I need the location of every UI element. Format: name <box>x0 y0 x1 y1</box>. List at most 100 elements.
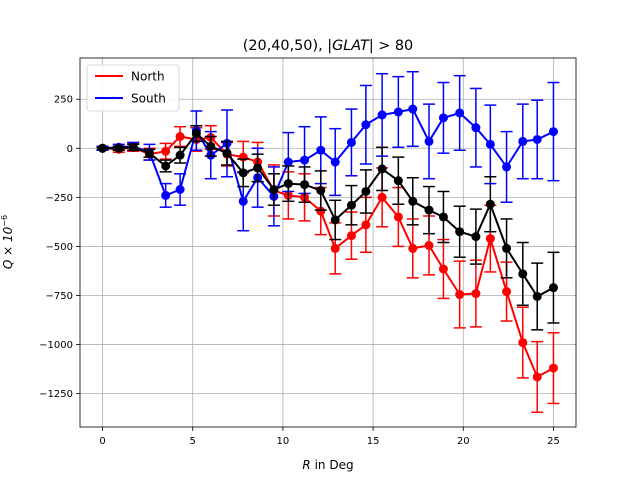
data-point <box>455 108 465 118</box>
data-point <box>175 150 185 160</box>
data-point <box>330 215 340 225</box>
y-tick-label: −250 <box>46 193 73 204</box>
data-point <box>316 145 326 155</box>
x-axis-label: R in Deg <box>302 458 353 472</box>
data-point <box>377 164 387 174</box>
y-tick-label: −1000 <box>39 340 73 351</box>
data-point <box>114 143 124 153</box>
data-point <box>175 132 185 142</box>
data-point <box>548 363 558 373</box>
data-point <box>502 287 512 297</box>
data-point <box>346 137 356 147</box>
data-point <box>238 196 248 206</box>
x-tick-label: 20 <box>457 436 470 447</box>
data-point <box>161 146 171 156</box>
data-point <box>253 163 263 173</box>
data-point <box>283 157 293 167</box>
data-point <box>471 123 481 133</box>
legend-entry-label: South <box>131 92 166 106</box>
series-combined <box>96 124 560 331</box>
data-point <box>238 168 248 178</box>
data-point <box>393 107 403 117</box>
y-tick-label: −750 <box>46 291 73 302</box>
y-axis-label-math: Q × 10 <box>1 226 15 269</box>
data-point <box>502 162 512 172</box>
y-tick-label: 250 <box>54 95 73 106</box>
data-point <box>485 199 495 209</box>
data-point <box>393 176 403 186</box>
data-point <box>175 185 185 195</box>
x-tick-label: 5 <box>190 436 196 447</box>
chart-title-suffix: > 80 <box>374 38 414 54</box>
data-point <box>316 185 326 195</box>
x-axis-label-text: in Deg <box>311 458 354 472</box>
data-point <box>424 136 434 146</box>
legend-entry-label: North <box>131 70 165 84</box>
data-point <box>346 231 356 241</box>
data-point <box>361 220 371 230</box>
legend: North South <box>86 64 180 112</box>
x-axis-label-math: R <box>302 458 310 472</box>
data-point <box>300 155 310 165</box>
data-point <box>98 143 108 153</box>
data-point <box>300 180 310 190</box>
x-tick-label: 25 <box>547 436 560 447</box>
data-point <box>361 186 371 196</box>
data-point <box>377 110 387 120</box>
data-point <box>269 185 279 195</box>
data-point <box>316 206 326 216</box>
data-point <box>502 243 512 253</box>
y-axis-ticks: −1250 −1000 −750 −500 −250 0 250 <box>39 95 80 400</box>
data-point <box>548 127 558 137</box>
data-point <box>408 104 418 114</box>
data-point <box>408 243 418 253</box>
data-point <box>393 212 403 222</box>
data-point <box>485 139 495 149</box>
chart-title-math: |GLAT| <box>327 38 373 54</box>
data-point <box>206 141 216 151</box>
series-layer <box>96 70 560 414</box>
data-point <box>471 289 481 299</box>
data-point <box>518 136 528 146</box>
x-tick-label: 10 <box>277 436 290 447</box>
data-point <box>518 269 528 279</box>
y-tick-label: −500 <box>46 242 73 253</box>
data-point <box>548 283 558 293</box>
data-point <box>485 234 495 244</box>
data-point <box>438 264 448 274</box>
y-axis-label: Q × 10−6 <box>0 215 15 269</box>
data-point <box>532 134 542 144</box>
data-point <box>532 372 542 382</box>
data-point <box>408 196 418 206</box>
data-point <box>455 227 465 237</box>
data-point <box>191 129 201 139</box>
plot-frame <box>79 57 577 428</box>
data-point <box>471 232 481 242</box>
x-axis-ticks: 0 5 10 15 20 25 <box>99 427 560 447</box>
data-point <box>161 190 171 200</box>
y-tick-label: −1250 <box>39 389 73 400</box>
data-point <box>438 212 448 222</box>
data-point <box>455 290 465 300</box>
data-point <box>161 161 171 171</box>
chart-title: (20,40,50), |GLAT| > 80 <box>243 38 413 54</box>
data-point <box>518 338 528 348</box>
data-point <box>128 142 138 152</box>
data-point <box>361 120 371 130</box>
data-point <box>330 243 340 253</box>
y-axis-label-exponent: −6 <box>0 215 9 227</box>
data-point <box>222 148 232 158</box>
data-point <box>532 291 542 301</box>
data-point <box>438 113 448 123</box>
data-point <box>424 205 434 215</box>
data-point <box>424 240 434 250</box>
chart-title-prefix: (20,40,50), <box>243 38 327 54</box>
data-point <box>144 148 154 158</box>
data-point <box>330 157 340 167</box>
x-tick-label: 15 <box>367 436 380 447</box>
data-point <box>346 200 356 210</box>
data-point <box>377 192 387 202</box>
y-tick-label: 0 <box>67 144 73 155</box>
x-tick-label: 0 <box>99 436 105 447</box>
